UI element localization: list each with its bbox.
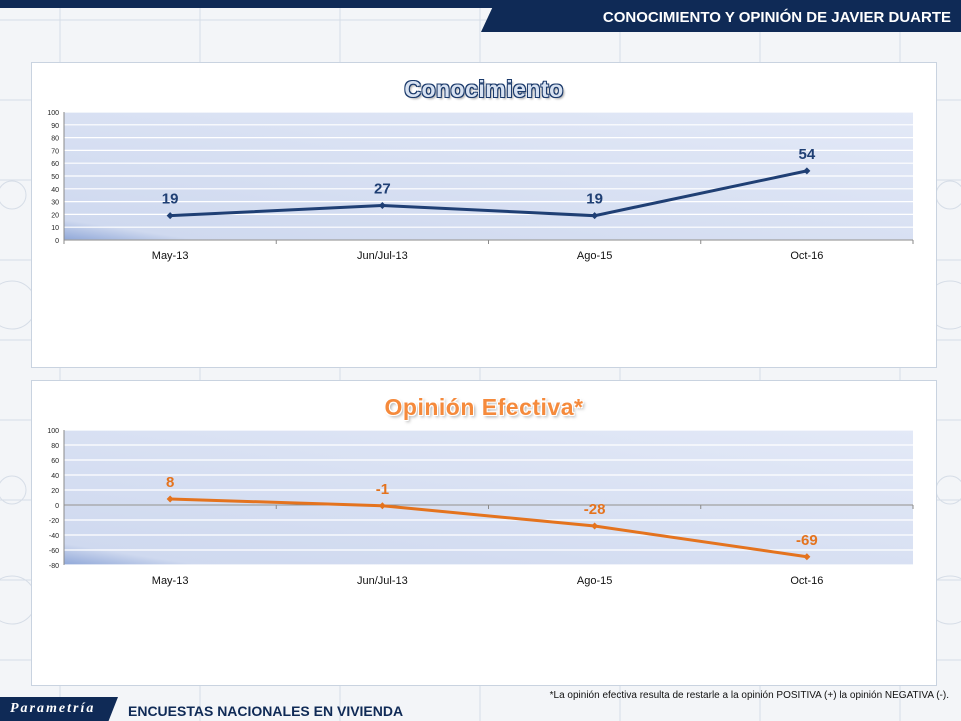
series-line bbox=[170, 169, 808, 218]
data-point bbox=[166, 495, 174, 503]
y-tick-label: 20 bbox=[51, 488, 59, 495]
y-tick-label: -40 bbox=[49, 533, 59, 540]
data-label: -69 bbox=[796, 532, 818, 549]
data-label: 19 bbox=[162, 191, 179, 208]
data-point bbox=[378, 201, 386, 209]
data-point bbox=[803, 553, 811, 561]
x-tick-label: May-13 bbox=[152, 575, 189, 587]
chart-panel-opinion: Opinión Efectiva* -80 -60 -40 -20 0 20 40 60 80 1… bbox=[31, 380, 937, 686]
data-point bbox=[166, 212, 174, 220]
y-tick-label: 40 bbox=[51, 187, 59, 194]
data-label: 27 bbox=[374, 180, 391, 197]
data-label: 19 bbox=[586, 191, 603, 208]
y-tick-label: 0 bbox=[55, 503, 59, 510]
x-tick-label: Oct-16 bbox=[790, 250, 823, 262]
y-tick-label: 30 bbox=[51, 200, 59, 207]
data-point bbox=[803, 167, 811, 175]
data-label: -28 bbox=[584, 501, 606, 518]
y-tick-label: 0 bbox=[55, 238, 59, 245]
chart-title-conocimiento: Conocimiento bbox=[404, 76, 564, 102]
page-title: CONOCIMIENTO Y OPINIÓN DE JAVIER DUARTE bbox=[602, 9, 951, 26]
y-tick-label: 70 bbox=[51, 148, 59, 155]
y-tick-label: 90 bbox=[51, 123, 59, 130]
footnote: *La opinión efectiva resulta de restarle… bbox=[549, 690, 949, 701]
x-tick-label: Oct-16 bbox=[790, 575, 823, 587]
y-tick-label: 60 bbox=[51, 458, 59, 465]
y-tick-label: -60 bbox=[49, 548, 59, 555]
header-bar: CONOCIMIENTO Y OPINIÓN DE JAVIER DUARTE bbox=[481, 2, 961, 32]
y-tick-label: 80 bbox=[51, 136, 59, 143]
x-tick-label: Ago-15 bbox=[577, 250, 612, 262]
y-tick-label: 100 bbox=[47, 110, 59, 117]
x-tick-label: Jun/Jul-13 bbox=[357, 575, 408, 587]
y-tick-label: 10 bbox=[51, 225, 59, 232]
y-tick-label: 20 bbox=[51, 212, 59, 219]
chart-panel-conocimiento: Conocimiento 0 10 20 30 40 50 60 70 80 90 100 May-1… bbox=[31, 62, 937, 368]
data-label: 54 bbox=[799, 146, 816, 163]
x-tick-label: Ago-15 bbox=[577, 575, 612, 587]
y-tick-label: -80 bbox=[49, 563, 59, 570]
chart-opinion-efectiva: -80 -60 -40 -20 0 20 40 60 80 100 May-13 Jun/Jul-13… bbox=[47, 428, 914, 587]
data-point bbox=[378, 502, 386, 510]
chart-title-opinion: Opinión Efectiva* bbox=[384, 394, 584, 420]
y-tick-label: -20 bbox=[49, 518, 59, 525]
footer-label: ENCUESTAS NACIONALES EN VIVIENDA bbox=[128, 703, 404, 719]
top-banner bbox=[0, 0, 961, 8]
data-label: -1 bbox=[376, 481, 389, 498]
parametria-logo: Parametría bbox=[0, 697, 118, 721]
x-tick-label: Jun/Jul-13 bbox=[357, 250, 408, 262]
series-line bbox=[170, 497, 808, 559]
data-point bbox=[591, 522, 599, 530]
y-tick-label: 80 bbox=[51, 443, 59, 450]
data-label: 8 bbox=[166, 474, 174, 491]
plot-area bbox=[64, 430, 913, 565]
y-tick-label: 60 bbox=[51, 161, 59, 168]
data-point bbox=[591, 212, 599, 220]
chart-conocimiento: 0 10 20 30 40 50 60 70 80 90 100 May-13 Jun/Jul-13 Ag… bbox=[47, 110, 914, 262]
y-tick-label: 50 bbox=[51, 174, 59, 181]
y-tick-label: 40 bbox=[51, 473, 59, 480]
y-tick-label: 100 bbox=[47, 428, 59, 435]
x-tick-label: May-13 bbox=[152, 250, 189, 262]
